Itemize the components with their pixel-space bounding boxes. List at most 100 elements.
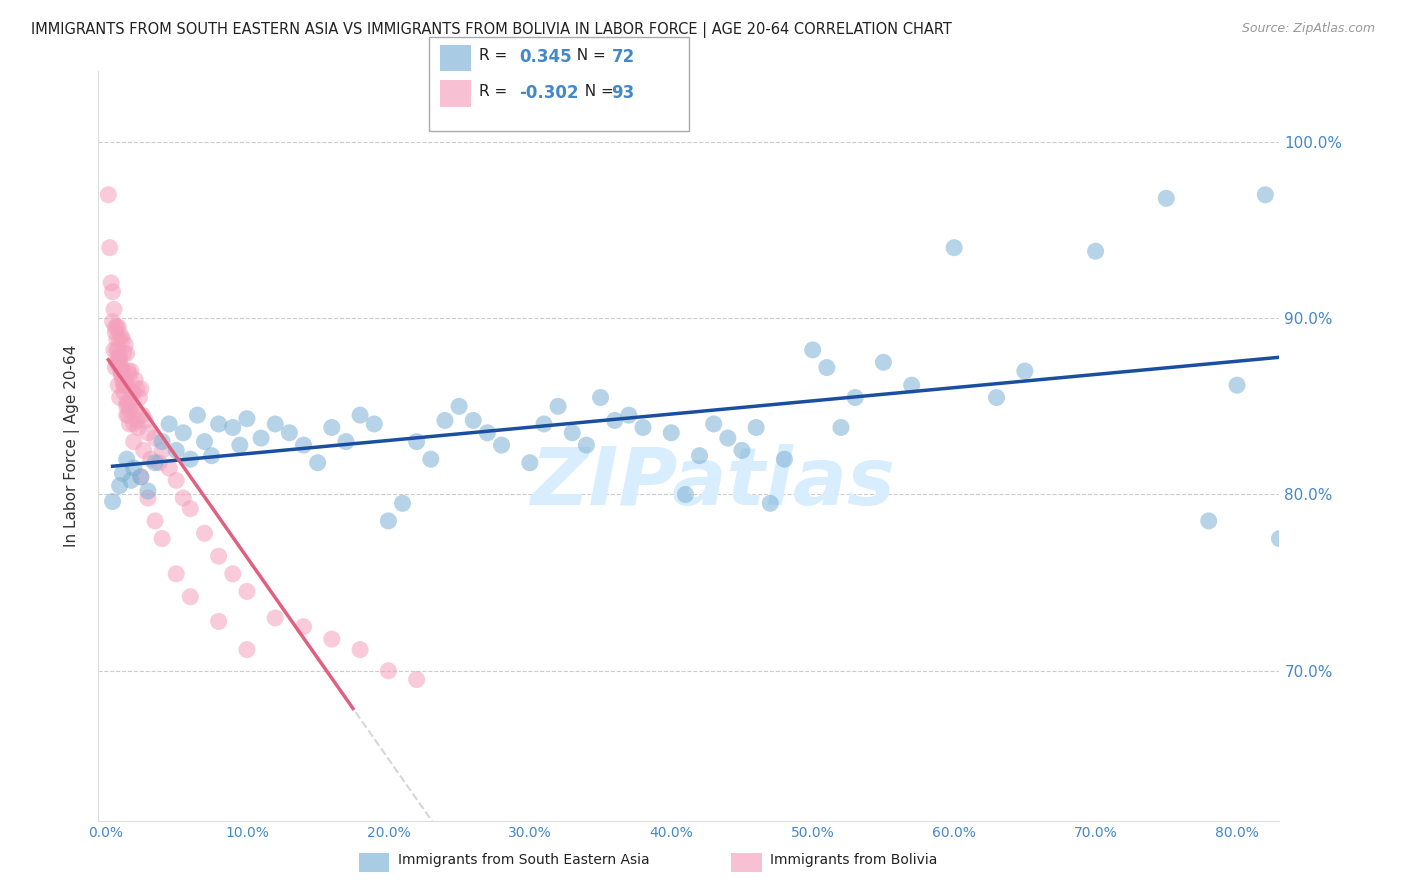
Point [121, 385, 143, 400]
Point [111, 364, 134, 378]
Text: Immigrants from South Eastern Asia: Immigrants from South Eastern Asia [398, 853, 650, 867]
Point [104, 320, 127, 334]
Point [165, 443, 187, 458]
Point [463, 413, 485, 427]
Point [117, 396, 139, 410]
Point [1156, 191, 1178, 205]
Point [105, 355, 128, 369]
Point [114, 373, 136, 387]
Point [405, 434, 427, 449]
Point [112, 385, 135, 400]
Point [377, 664, 399, 678]
Point [114, 337, 136, 351]
Point [561, 425, 583, 440]
Point [112, 378, 135, 392]
Point [136, 483, 159, 498]
Point [118, 368, 141, 382]
Point [659, 425, 682, 440]
Point [105, 332, 128, 346]
Point [101, 285, 124, 299]
Point [172, 425, 194, 440]
Text: N =: N = [575, 84, 619, 99]
Point [222, 566, 245, 581]
Point [103, 343, 125, 357]
Point [1226, 378, 1249, 392]
Point [208, 615, 231, 629]
Point [830, 420, 852, 434]
Point [111, 373, 134, 387]
Point [363, 417, 385, 431]
Point [129, 382, 152, 396]
Point [122, 417, 145, 431]
Point [872, 355, 894, 369]
Text: Source: ZipAtlas.com: Source: ZipAtlas.com [1241, 22, 1375, 36]
Point [1254, 187, 1277, 202]
Point [124, 373, 146, 387]
Point [801, 343, 824, 357]
Point [208, 549, 231, 564]
Point [321, 632, 343, 646]
Point [759, 496, 782, 510]
Point [105, 320, 128, 334]
Point [943, 241, 966, 255]
Point [139, 452, 162, 467]
Point [129, 470, 152, 484]
Point [104, 360, 127, 375]
Point [114, 378, 136, 392]
Point [292, 438, 315, 452]
Point [108, 391, 131, 405]
Point [110, 364, 132, 378]
Text: 0.345: 0.345 [519, 48, 571, 66]
Point [844, 391, 866, 405]
Y-axis label: In Labor Force | Age 20-64: In Labor Force | Age 20-64 [63, 345, 80, 547]
Text: R =: R = [479, 84, 513, 99]
Point [117, 408, 139, 422]
Point [103, 302, 125, 317]
Point [165, 474, 187, 488]
Point [900, 378, 922, 392]
Point [236, 411, 259, 425]
Point [773, 452, 796, 467]
Point [703, 417, 725, 431]
Point [107, 343, 129, 357]
Point [186, 408, 208, 422]
Point [115, 396, 138, 410]
Point [547, 400, 569, 414]
Point [122, 434, 145, 449]
Point [150, 443, 173, 458]
Point [108, 332, 131, 346]
Point [125, 382, 148, 396]
Point [131, 408, 153, 422]
Point [179, 452, 201, 467]
Point [112, 346, 135, 360]
Point [122, 385, 145, 400]
Point [107, 355, 129, 369]
Point [105, 343, 128, 357]
Point [575, 438, 598, 452]
Point [111, 332, 134, 346]
Point [491, 438, 513, 452]
Point [603, 413, 626, 427]
Point [264, 417, 287, 431]
Point [143, 456, 166, 470]
Point [449, 400, 471, 414]
Point [118, 402, 141, 417]
Point [120, 364, 142, 378]
Point [229, 438, 252, 452]
Point [115, 408, 138, 422]
Point [128, 391, 150, 405]
Point [110, 368, 132, 382]
Text: -0.302: -0.302 [519, 84, 578, 102]
Point [519, 456, 541, 470]
Point [100, 276, 122, 290]
Point [193, 434, 215, 449]
Point [136, 491, 159, 505]
Point [117, 364, 139, 378]
Point [127, 420, 149, 434]
Point [122, 461, 145, 475]
Point [110, 360, 132, 375]
Text: Immigrants from Bolivia: Immigrants from Bolivia [770, 853, 938, 867]
Point [125, 413, 148, 427]
Point [349, 642, 371, 657]
Point [419, 452, 441, 467]
